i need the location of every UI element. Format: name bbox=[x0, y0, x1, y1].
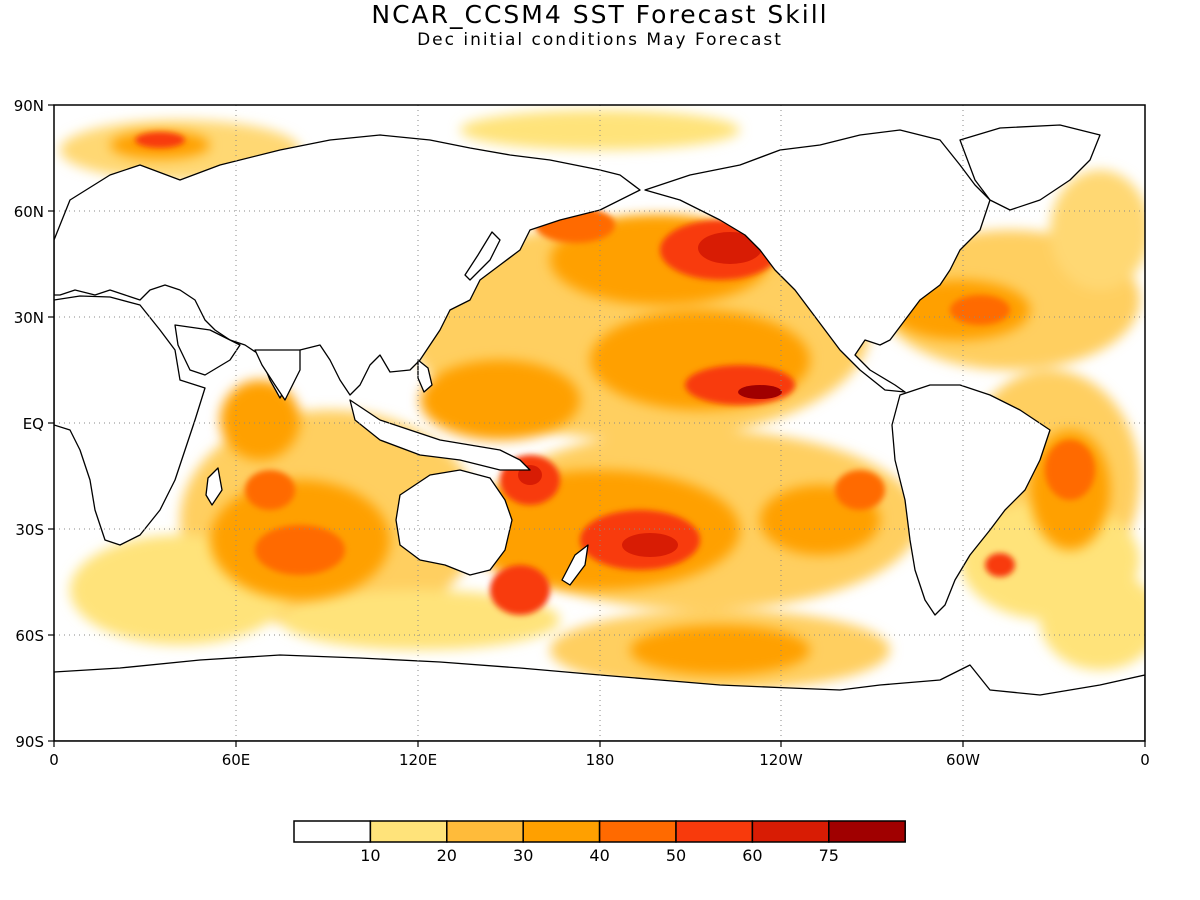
lon-label: 120E bbox=[399, 751, 437, 769]
latitude-labels: 90N 60N 30N EQ 30S 60S 90S bbox=[14, 97, 44, 751]
africa-land bbox=[54, 295, 206, 546]
colorbar-swatch bbox=[751, 820, 830, 843]
colorbar-swatch bbox=[293, 820, 372, 843]
arabia-land bbox=[174, 324, 241, 376]
colorbar-swatch bbox=[522, 820, 601, 843]
lon-label: 60W bbox=[946, 751, 980, 769]
colorbar-swatch bbox=[369, 820, 448, 843]
map-title: NCAR_CCSM4 SST Forecast Skill bbox=[371, 0, 829, 29]
lon-label: 60E bbox=[222, 751, 251, 769]
skill-peaks bbox=[518, 232, 782, 557]
japan-land bbox=[464, 231, 501, 281]
colorbar-label: 20 bbox=[437, 846, 457, 865]
land-masses bbox=[54, 124, 1145, 741]
lat-label: 90S bbox=[15, 733, 44, 751]
colorbar-swatch bbox=[675, 820, 754, 843]
colorbar-swatch bbox=[828, 820, 906, 843]
colorbar-label: 10 bbox=[360, 846, 380, 865]
greenland-land bbox=[959, 124, 1101, 211]
colorbar-label: 75 bbox=[819, 846, 839, 865]
antarctica-land bbox=[54, 654, 1145, 741]
lon-label: 120W bbox=[759, 751, 803, 769]
gridlines bbox=[54, 105, 1145, 741]
lat-label: 60S bbox=[15, 627, 44, 645]
colorbar-swatch bbox=[598, 820, 677, 843]
lat-label: 90N bbox=[14, 97, 44, 115]
indonesia-land bbox=[349, 399, 531, 471]
colorbar-label: 30 bbox=[513, 846, 533, 865]
new-zealand-land bbox=[561, 544, 589, 586]
eurasia-land bbox=[54, 134, 641, 399]
lon-label: 0 bbox=[1140, 751, 1150, 769]
colorbar: 10 20 30 40 50 60 75 bbox=[293, 820, 906, 865]
longitude-labels: 0 60E 120E 180 120W 60W 0 bbox=[49, 751, 1150, 769]
colorbar-swatch bbox=[446, 820, 524, 843]
map-subtitle: Dec initial conditions May Forecast bbox=[417, 30, 783, 50]
madagascar-land bbox=[205, 467, 223, 506]
sst-skill-field bbox=[54, 105, 1145, 741]
axis-ticks bbox=[48, 104, 1146, 747]
lon-label: 0 bbox=[49, 751, 59, 769]
lat-label: 60N bbox=[14, 203, 44, 221]
lon-label: 180 bbox=[586, 751, 615, 769]
australia-land bbox=[395, 469, 513, 576]
south-america-land bbox=[891, 384, 1051, 616]
colorbar-label: 50 bbox=[666, 846, 686, 865]
colorbar-label: 40 bbox=[589, 846, 609, 865]
north-america-land bbox=[644, 129, 991, 393]
lat-label: 30N bbox=[14, 309, 44, 327]
lat-label: EQ bbox=[23, 415, 44, 433]
colorbar-label: 60 bbox=[742, 846, 762, 865]
lat-label: 30S bbox=[15, 521, 44, 539]
india-land bbox=[254, 349, 301, 401]
